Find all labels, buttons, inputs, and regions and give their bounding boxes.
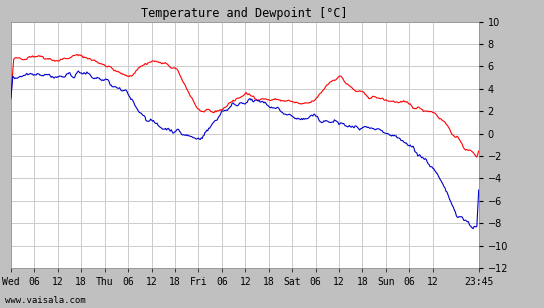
Text: www.vaisala.com: www.vaisala.com	[5, 296, 86, 305]
Title: Temperature and Dewpoint [°C]: Temperature and Dewpoint [°C]	[141, 7, 348, 20]
